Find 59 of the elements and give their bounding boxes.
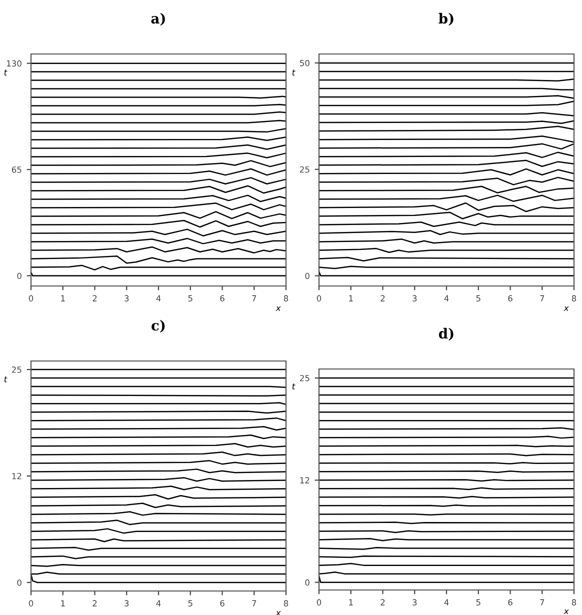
x-tick-label: 1 [349,295,353,302]
x-tick-label: 3 [124,295,129,302]
y-tick-label: 25 [300,166,310,173]
x-tick-label: 4 [156,295,161,302]
x-tick-label: 1 [61,295,65,302]
y-axis-title: t [4,70,8,76]
x-tick-label: 4 [444,599,449,606]
x-tick-label: 6 [220,295,224,302]
y-axis-title: t [292,384,296,390]
x-tick-label: 5 [476,599,480,606]
chart-title: c) [152,320,165,333]
x-tick-label: 7 [252,295,256,302]
y-tick-label: 12 [300,477,310,484]
x-tick-label: 0 [28,295,34,302]
x-tick-label: 6 [508,295,512,302]
y-tick-label: 50 [300,60,310,66]
x-tick-label: 8 [572,599,576,606]
x-tick-label: 2 [380,295,385,302]
x-tick-label: 7 [540,599,544,606]
x-tick-label: 0 [316,295,322,302]
x-tick-label: 0 [28,600,34,606]
y-tick-label: 65 [12,166,22,173]
y-tick-label: 12 [12,472,22,480]
x-tick-label: 6 [220,600,224,606]
y-tick-label: 0 [17,272,22,279]
y-tick-label: 130 [6,60,22,67]
x-tick-label: 2 [92,600,97,606]
y-tick-label: 25 [12,366,22,373]
y-axis-title: t [292,70,296,76]
x-tick-label: 2 [380,599,385,606]
chart-title: b) [438,12,454,26]
x-tick-label: 8 [284,600,288,606]
x-tick-label: 0 [316,599,322,606]
y-tick-label: 25 [300,374,310,382]
x-tick-label: 7 [252,600,256,606]
x-tick-label: 7 [540,295,544,302]
x-tick-label: 6 [508,599,512,606]
x-tick-label: 3 [412,295,417,302]
x-axis-title: x [564,609,569,614]
y-tick-label: 0 [305,579,310,586]
x-tick-label: 5 [188,600,192,606]
x-tick-label: 4 [444,295,449,302]
x-tick-label: 5 [188,295,192,302]
x-tick-label: 8 [284,295,288,302]
x-tick-label: 1 [349,599,353,606]
y-axis-title: t [4,376,8,382]
x-axis-title: x [276,306,281,311]
x-tick-label: 4 [156,600,161,606]
x-tick-label: 5 [476,295,480,302]
x-tick-label: 3 [412,599,417,606]
x-tick-label: 8 [572,295,576,302]
x-tick-label: 2 [92,295,97,302]
x-axis-title: x [564,306,569,311]
chart-title: d) [438,328,454,341]
x-tick-label: 1 [61,600,65,606]
y-tick-label: 0 [17,579,22,586]
chart-title: a) [151,12,165,26]
x-tick-label: 3 [124,600,129,606]
y-tick-label: 0 [305,272,310,280]
